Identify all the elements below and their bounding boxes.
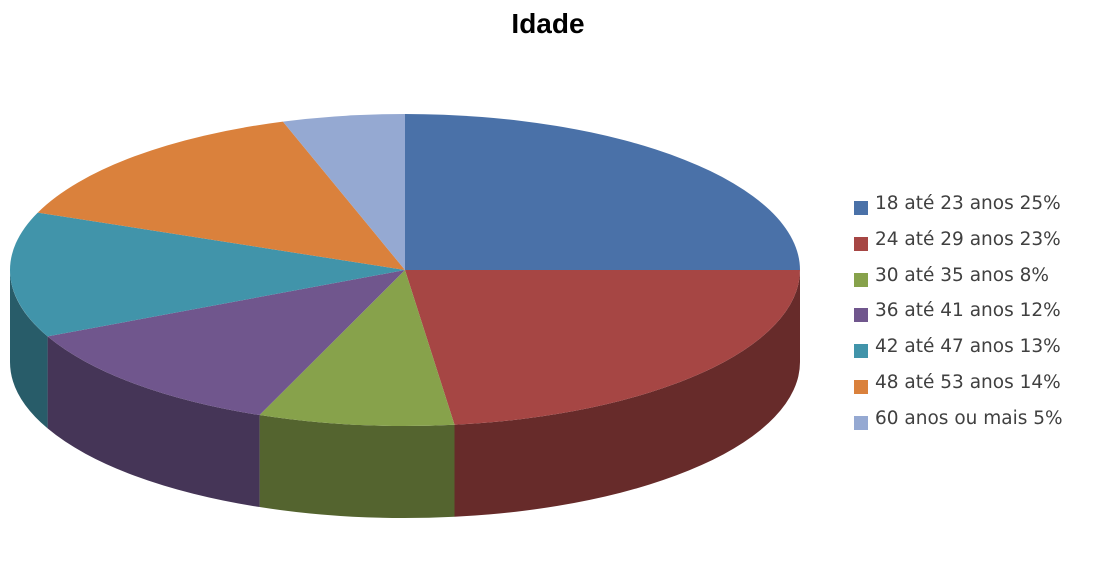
legend-item: 30 até 35 anos 8% xyxy=(852,264,1092,300)
pie-tops xyxy=(10,114,800,426)
pie-slice-5 xyxy=(37,121,406,270)
legend-item: 36 até 41 anos 12% xyxy=(852,299,1092,335)
legend-label: 42 até 47 anos 13% xyxy=(875,336,1061,358)
chart-title: Idade xyxy=(511,8,585,39)
legend-swatch xyxy=(854,236,868,251)
legend-item: 60 anos ou mais 5% xyxy=(852,407,1092,443)
legend-swatch xyxy=(854,308,868,323)
legend-item: 48 até 53 anos 14% xyxy=(852,371,1092,407)
legend-label: 60 anos ou mais 5% xyxy=(875,407,1063,429)
legend-swatch xyxy=(854,379,868,394)
pie-slice-4 xyxy=(10,212,406,337)
pie-sides xyxy=(10,270,800,518)
legend-label: 30 até 35 anos 8% xyxy=(875,264,1049,286)
legend-swatch xyxy=(854,344,868,359)
legend-item: 24 até 29 anos 23% xyxy=(852,228,1092,264)
pie-side-3 xyxy=(47,336,260,508)
legend: 18 até 23 anos 25% 24 até 29 anos 23% 30 a… xyxy=(852,192,1092,443)
legend-label: 24 até 29 anos 23% xyxy=(875,228,1061,250)
pie-side-2 xyxy=(259,415,455,518)
pie-slice-0 xyxy=(405,114,800,270)
pie-side-4 xyxy=(10,270,48,429)
pie-slice-1 xyxy=(405,270,800,425)
legend-swatch xyxy=(854,415,868,430)
legend-swatch xyxy=(854,201,868,215)
legend-label: 18 até 23 anos 25% xyxy=(875,193,1061,214)
legend-item: 18 até 23 anos 25% xyxy=(852,192,1092,228)
pie-slice-2 xyxy=(259,270,455,426)
pie-chart xyxy=(10,114,800,518)
pie-side-1 xyxy=(454,270,800,517)
legend-label: 36 até 41 anos 12% xyxy=(875,300,1061,322)
legend-swatch xyxy=(854,272,868,287)
legend-item: 42 até 47 anos 13% xyxy=(852,335,1092,371)
legend-label: 48 até 53 anos 14% xyxy=(875,371,1061,393)
pie-slice-3 xyxy=(47,270,405,416)
pie-slice-6 xyxy=(282,114,405,270)
